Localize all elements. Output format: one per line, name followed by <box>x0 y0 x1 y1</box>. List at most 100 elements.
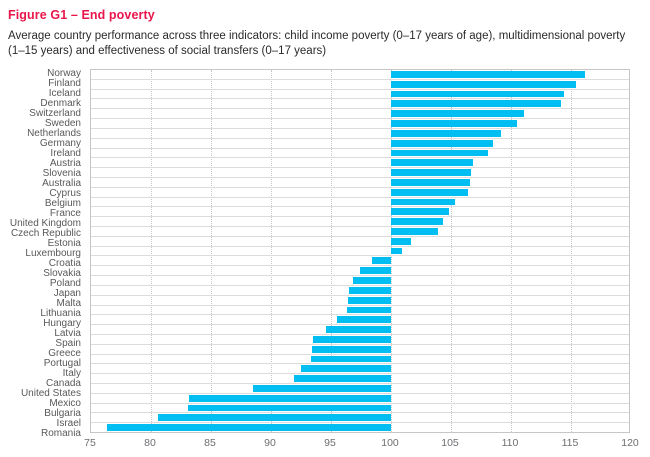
bar-United Kingdom <box>391 218 443 225</box>
country-label: Hungary <box>43 318 81 329</box>
country-label: France <box>49 208 81 219</box>
bar-row <box>91 227 629 237</box>
bar-Slovakia <box>359 267 391 275</box>
gridline-110 <box>511 70 512 432</box>
bar-row <box>91 149 629 159</box>
bar-row <box>91 207 629 218</box>
bar-row <box>91 168 629 178</box>
country-label: Japan <box>53 288 81 299</box>
country-label: Poland <box>49 278 81 289</box>
bar-row <box>91 188 629 198</box>
bar-Lithuania <box>346 306 391 314</box>
bar-row <box>91 247 629 257</box>
bar-row <box>91 355 629 365</box>
bar-Finland <box>391 80 576 88</box>
bar-row <box>91 394 629 404</box>
bar-Estonia <box>391 237 412 245</box>
bar-row <box>91 237 629 247</box>
country-label: Finland <box>48 78 81 89</box>
y-axis-country-labels: Norway Finland Iceland Denmark Switzerland Sw… <box>0 69 85 439</box>
bar-row <box>91 158 629 169</box>
bar-Czech Republic <box>391 228 438 235</box>
country-label: Denmark <box>40 98 81 109</box>
gridline-105 <box>451 70 452 432</box>
country-label: Switzerland <box>29 108 81 119</box>
country-label: Cyprus <box>49 188 81 199</box>
bar-row <box>91 335 629 345</box>
bar-row <box>91 345 629 355</box>
bar-row <box>91 178 629 188</box>
bar-Iceland <box>391 90 564 98</box>
bar-Luxembourg <box>391 247 402 255</box>
bar-row <box>91 217 629 227</box>
bar-row <box>91 423 629 432</box>
bar-Greece <box>311 345 391 353</box>
country-label: Estonia <box>47 238 81 249</box>
bar-row <box>91 306 629 316</box>
bar-row <box>91 266 629 277</box>
country-label: Italy <box>62 368 81 379</box>
country-label: Greece <box>48 348 81 359</box>
country-label: Germany <box>39 138 81 149</box>
country-label: Australia <box>42 178 81 189</box>
bar-row <box>91 404 629 414</box>
gridline-90 <box>271 70 272 432</box>
bar-Denmark <box>391 100 562 108</box>
country-label: Slovenia <box>42 168 81 179</box>
bar-France <box>391 208 449 216</box>
bar-row <box>91 99 629 110</box>
gridline-80 <box>151 70 152 432</box>
bar-Malta <box>347 296 391 304</box>
bar-Belgium <box>391 198 455 206</box>
bar-Mexico <box>189 394 391 402</box>
bar-Italy <box>301 365 391 373</box>
country-label: Sweden <box>44 118 81 129</box>
bar-row <box>91 413 629 424</box>
country-label: Belgium <box>44 198 81 209</box>
country-label: Croatia <box>48 258 81 269</box>
bar-row <box>91 90 629 100</box>
country-label: Canada <box>45 378 81 389</box>
bar-Croatia <box>371 257 391 265</box>
bar-row <box>91 384 629 394</box>
bar-row <box>91 374 629 384</box>
bar-row <box>91 286 629 296</box>
bar-Australia <box>391 178 471 186</box>
bar-Cyprus <box>391 188 468 196</box>
bar-row <box>91 70 629 80</box>
x-tick-label: 120 <box>621 437 639 449</box>
bar-rows <box>91 70 629 432</box>
bar-Norway <box>391 71 586 78</box>
country-label: United States <box>20 388 81 399</box>
bar-Germany <box>391 139 493 147</box>
country-label: Spain <box>55 338 81 349</box>
bar-Romania <box>106 424 391 432</box>
bar-Slovenia <box>391 169 472 176</box>
bar-row <box>91 139 629 149</box>
country-label: Austria <box>49 158 81 169</box>
country-label: Mexico <box>49 398 81 409</box>
country-label: Latvia <box>54 328 81 339</box>
bar-Ireland <box>391 149 489 157</box>
bar-Netherlands <box>391 129 502 137</box>
bar-row <box>91 325 629 335</box>
x-tick-label: 85 <box>204 437 216 449</box>
country-label: Lithuania <box>40 308 81 319</box>
bar-Canada <box>293 375 391 382</box>
bar-Hungary <box>337 316 391 324</box>
x-tick-label: 80 <box>144 437 156 449</box>
figure-title: Figure G1 – End poverty <box>8 8 155 22</box>
bar-row <box>91 296 629 306</box>
country-label: United Kingdom <box>9 218 81 229</box>
country-label: Portugal <box>43 358 81 369</box>
bar-United States <box>253 385 391 392</box>
country-label: Slovakia <box>43 268 81 279</box>
bar-row <box>91 109 629 120</box>
x-tick-label: 110 <box>501 437 519 449</box>
x-tick-label: 90 <box>264 437 276 449</box>
bar-Switzerland <box>391 110 525 118</box>
bar-row <box>91 80 629 90</box>
gridline-95 <box>331 70 332 432</box>
country-label: Malta <box>56 298 81 309</box>
x-tick-label: 75 <box>84 437 96 449</box>
